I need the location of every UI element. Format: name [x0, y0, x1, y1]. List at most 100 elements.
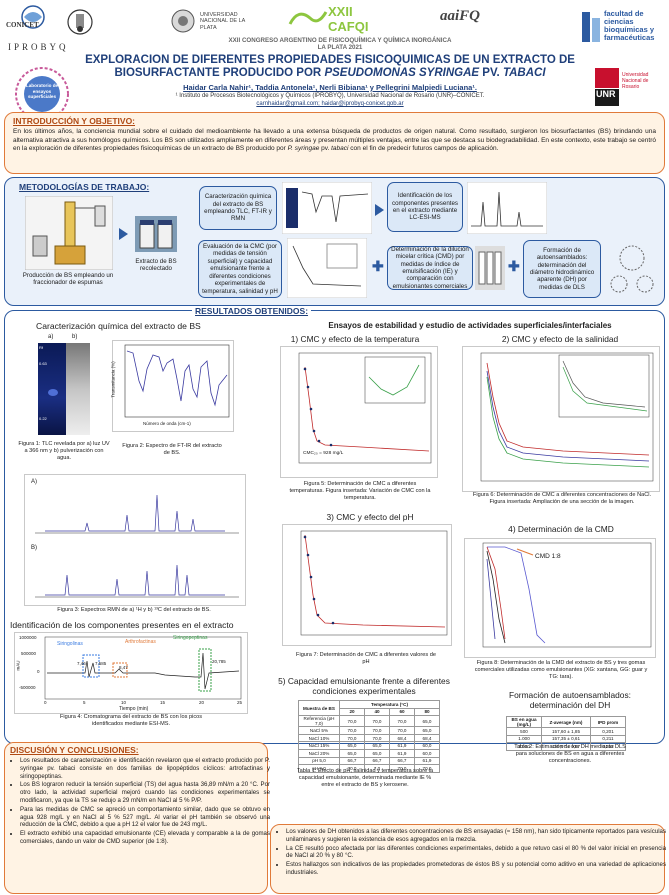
- fbioyf-emblem-icon: [582, 12, 600, 42]
- fig1-label-a: a): [48, 334, 54, 340]
- unr-emblem-icon: [595, 68, 619, 106]
- ph-title: 3) CMC y efecto del pH: [326, 512, 414, 522]
- title-line-1: EXPLORACION DE DIFERENTES PROPIEDADES FI…: [85, 54, 575, 66]
- table-cell: 70,0: [339, 733, 365, 743]
- dh-table: BS en agua (mg/L) Z-average (nm) IPD pro…: [506, 716, 626, 751]
- arrow-icon: [375, 204, 384, 216]
- fig5-cmc-label: CMC₂₀ = 928 mg/L: [303, 451, 344, 456]
- table-row-label: NaCl 10%: [298, 733, 340, 743]
- table-cell: 70,0: [364, 726, 390, 735]
- ftir-spectrum-plot: [124, 344, 230, 418]
- methods-heading: METODOLOGÍAS DE TRABAJO:: [19, 182, 150, 192]
- list-item: Estos hallazgos son indicativos de las p…: [286, 861, 666, 877]
- production-label: Producción de BS empleando un fraccionad…: [22, 272, 114, 287]
- list-item: El extracto exhibió una capacidad emulsi…: [20, 830, 270, 846]
- fig2-ftir: Número de onda (cm-1) Transmitancia (%): [111, 340, 234, 432]
- table-row-label: pH 5,0: [298, 756, 340, 766]
- fig3-nmr: A) B): [24, 474, 246, 606]
- fig4-ytick-1: 1000000: [19, 635, 37, 640]
- table1-caption: Tabla 1: Efecto de pH, salinidad y tempe…: [296, 768, 434, 788]
- iprobyq-emblem-icon: [67, 9, 93, 35]
- table-row-label: Referencia (pH 7,0): [298, 715, 340, 728]
- intro-text-c: pv.: [319, 145, 332, 153]
- conicet-logo: CONICET: [6, 4, 61, 38]
- conicet-label: CONICET: [6, 21, 39, 29]
- table-header-temp: Temperatura (°C): [339, 700, 440, 709]
- emulsion-table: Muestra de BS Temperatura (°C) 20 40 60 …: [298, 699, 440, 773]
- salt-title: 2) CMC y efecto de la salinidad: [501, 334, 619, 344]
- fig4-series-2: Arthrofactinas: [125, 639, 156, 645]
- fig3-label-a: A): [31, 479, 37, 485]
- table-row: 2.000 159,07 ± 0,67 0,212: [506, 742, 626, 751]
- chromatogram-thumbnail-icon: [467, 182, 547, 234]
- plus-icon: ✚: [508, 258, 520, 274]
- fig6-caption: Figura 6: Determinación de CMC a diferen…: [472, 492, 652, 505]
- emails[interactable]: carnhaidar@gmail.com; haidar@iprobyq-con…: [256, 101, 404, 107]
- table-row: pH 5,0 66,7 66,7 66,7 61,9: [298, 756, 440, 766]
- table-cell: 65,0: [339, 741, 365, 750]
- table-header: Z-average (nm): [541, 716, 591, 728]
- table-cell: 66,7: [339, 756, 365, 766]
- step-identification: Identificación de los componentes presen…: [387, 182, 463, 232]
- table-cell: 1.000: [506, 734, 542, 744]
- lab-badge-label: Laboratorio de ensayos superficiales: [25, 83, 59, 99]
- tlc-rf-022: 0.22: [39, 416, 47, 421]
- table-cell: 70,0: [364, 715, 390, 728]
- results-heading: RESULTADOS OBTENIDOS:: [192, 306, 312, 316]
- congress-city: LA PLATA 2021: [317, 44, 363, 51]
- list-item: Para las medidas de CMC se apreció un co…: [20, 806, 270, 829]
- table-cell: 61,9: [389, 748, 415, 758]
- table-cell: 70,0: [339, 726, 365, 735]
- list-item: Los valores de DH obtenidos a las difere…: [286, 828, 666, 844]
- table-row-label: NaCl 15%: [298, 741, 340, 750]
- table-temp-20: 20: [339, 707, 365, 717]
- extract-label: Extracto de BS recolectado: [135, 258, 177, 273]
- cmd-plot: [482, 542, 652, 648]
- fig4-xtick-5: 5: [83, 700, 86, 705]
- table-cell: 70,0: [389, 726, 415, 735]
- poster-title: EXPLORACION DE DIFERENTES PROPIEDADES FI…: [80, 54, 580, 80]
- conicet-emblem-icon: [21, 5, 45, 29]
- list-item: Los resultados de caracterización e iden…: [20, 757, 270, 780]
- fig1-caption: Figura 1: TLC revelada por a) luz UV a 3…: [18, 441, 110, 461]
- table-cell: 60,0: [414, 741, 440, 750]
- table1: Muestra de BS Temperatura (°C) 20 40 60 …: [298, 699, 440, 773]
- tlc-rf-063: 0.63: [39, 361, 47, 366]
- table-row: Muestra de BS Temperatura (°C): [298, 699, 440, 717]
- intro-text-a: En los últimos años, la conciencia mundi…: [13, 128, 656, 153]
- table-header: BS en agua (mg/L): [506, 716, 542, 728]
- table-cell: 61,9: [414, 756, 440, 766]
- title-line-2a: BIOSURFACTANTE PRODUCIDO POR: [114, 67, 325, 79]
- table-cell: 70,0: [339, 715, 365, 728]
- discussion-list: Los resultados de caracterización e iden…: [10, 757, 270, 847]
- cmc-temperature-plot: [298, 352, 432, 464]
- table-cell: 66,7: [389, 756, 415, 766]
- tlc-plate-water: [66, 343, 90, 435]
- table-cell: 0,211: [590, 734, 626, 744]
- intro-heading: INTRODUCCIÓN Y OBJETIVO:: [13, 116, 136, 126]
- vesicles-thumbnail-icon: [610, 245, 654, 293]
- table-cell: 500: [506, 727, 542, 736]
- step-self-assembly: Formación de autoensamblados: determinac…: [523, 240, 601, 298]
- lab-badge-emblem-icon: [15, 67, 69, 121]
- table-cell: 65,0: [339, 748, 365, 758]
- table-temp-60: 60: [389, 707, 415, 717]
- fig4-xtick-10: 10: [121, 700, 127, 705]
- tlc-spot: [48, 389, 58, 396]
- title-line-2: BIOSURFACTANTE PRODUCIDO POR PSEUDOMONAS…: [80, 67, 580, 80]
- conclusions-box: [270, 824, 665, 894]
- intro-box: INTRODUCCIÓN Y OBJETIVO: En los últimos …: [4, 112, 665, 174]
- fig3-caption: Figura 3: Espectros RMN de a) ¹H y b) ¹³…: [57, 607, 211, 613]
- tlc-rf-label: Rf: [39, 345, 43, 350]
- tubes-thumbnail-icon: [475, 246, 505, 290]
- table-row: NaCl 5% 70,0 70,0 70,0 65,0: [298, 726, 440, 735]
- table-cell: 157,60 ± 1,85: [541, 727, 591, 736]
- fig4-series-3: Siringopeptinas: [173, 635, 208, 641]
- list-item: Los BS lograron reducir la tensión super…: [20, 781, 270, 804]
- unr-label: UNR: [596, 89, 616, 99]
- temp-title: 1) CMC y efecto de la temperatura: [290, 334, 420, 344]
- conclusions-list: Los valores de DH obtenidos a las difere…: [276, 828, 666, 878]
- table-cell: 70,0: [414, 764, 440, 773]
- table-row: NaCl 20% 65,0 65,0 61,9 60,0: [298, 748, 440, 758]
- fig2-xlabel: Número de onda (cm-1): [143, 421, 191, 426]
